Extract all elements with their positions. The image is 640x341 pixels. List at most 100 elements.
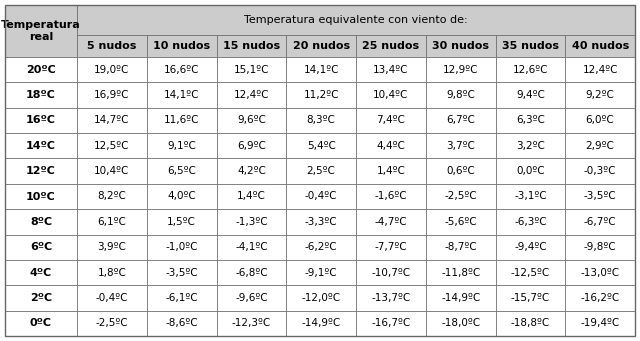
Text: -3,5ºC: -3,5ºC: [584, 192, 616, 202]
Bar: [565, 83, 635, 108]
Text: -2,5ºC: -2,5ºC: [95, 318, 128, 328]
Text: -3,1ºC: -3,1ºC: [514, 192, 547, 202]
Bar: [356, 108, 426, 133]
Bar: [495, 83, 565, 108]
Text: 4,4ºC: 4,4ºC: [376, 141, 405, 151]
Text: Temperatura equivalente con viento de:: Temperatura equivalente con viento de:: [244, 15, 468, 25]
Bar: [216, 35, 286, 57]
Bar: [147, 260, 216, 285]
Bar: [495, 159, 565, 184]
Text: -18,8ºC: -18,8ºC: [511, 318, 550, 328]
Text: 13,4ºC: 13,4ºC: [373, 65, 408, 75]
Text: 8ºC: 8ºC: [30, 217, 52, 227]
Bar: [426, 285, 495, 311]
Bar: [426, 159, 495, 184]
Text: -4,7ºC: -4,7ºC: [374, 217, 407, 227]
Bar: [426, 108, 495, 133]
Text: -12,3ºC: -12,3ºC: [232, 318, 271, 328]
Text: -14,9ºC: -14,9ºC: [301, 318, 340, 328]
Bar: [216, 260, 286, 285]
Text: 12ºC: 12ºC: [26, 166, 56, 176]
Bar: [495, 235, 565, 260]
Text: -11,8ºC: -11,8ºC: [441, 268, 480, 278]
Bar: [495, 35, 565, 57]
Bar: [495, 57, 565, 83]
Text: 6,3ºC: 6,3ºC: [516, 115, 545, 125]
Bar: [147, 35, 216, 57]
Text: 10ºC: 10ºC: [26, 192, 56, 202]
Text: 12,4ºC: 12,4ºC: [582, 65, 618, 75]
Bar: [565, 260, 635, 285]
Bar: [286, 184, 356, 209]
Bar: [147, 209, 216, 235]
Bar: [77, 5, 635, 35]
Text: -4,1ºC: -4,1ºC: [235, 242, 268, 252]
Text: 9,8ºC: 9,8ºC: [446, 90, 475, 100]
Text: 0,6ºC: 0,6ºC: [446, 166, 475, 176]
Bar: [77, 311, 147, 336]
Bar: [426, 311, 495, 336]
Bar: [216, 159, 286, 184]
Text: 3,7ºC: 3,7ºC: [446, 141, 475, 151]
Text: -13,0ºC: -13,0ºC: [580, 268, 620, 278]
Bar: [565, 159, 635, 184]
Text: 0,0ºC: 0,0ºC: [516, 166, 545, 176]
Text: 12,6ºC: 12,6ºC: [513, 65, 548, 75]
Bar: [495, 184, 565, 209]
Text: -12,5ºC: -12,5ºC: [511, 268, 550, 278]
Bar: [5, 209, 77, 235]
Text: -0,3ºC: -0,3ºC: [584, 166, 616, 176]
Bar: [147, 184, 216, 209]
Bar: [77, 235, 147, 260]
Text: -6,8ºC: -6,8ºC: [235, 268, 268, 278]
Text: 12,5ºC: 12,5ºC: [94, 141, 130, 151]
Text: -13,7ºC: -13,7ºC: [371, 293, 410, 303]
Bar: [356, 260, 426, 285]
Bar: [495, 311, 565, 336]
Bar: [216, 184, 286, 209]
Text: -18,0ºC: -18,0ºC: [441, 318, 480, 328]
Text: -2,5ºC: -2,5ºC: [444, 192, 477, 202]
Text: -9,8ºC: -9,8ºC: [584, 242, 616, 252]
Bar: [356, 57, 426, 83]
Bar: [77, 209, 147, 235]
Text: 2ºC: 2ºC: [30, 293, 52, 303]
Bar: [495, 285, 565, 311]
Bar: [216, 285, 286, 311]
Bar: [286, 311, 356, 336]
Bar: [147, 235, 216, 260]
Text: 3,2ºC: 3,2ºC: [516, 141, 545, 151]
Text: -8,6ºC: -8,6ºC: [165, 318, 198, 328]
Bar: [216, 57, 286, 83]
Bar: [426, 133, 495, 159]
Bar: [5, 184, 77, 209]
Bar: [216, 235, 286, 260]
Text: -0,4ºC: -0,4ºC: [305, 192, 337, 202]
Text: -6,1ºC: -6,1ºC: [165, 293, 198, 303]
Bar: [356, 184, 426, 209]
Text: 7,4ºC: 7,4ºC: [376, 115, 405, 125]
Text: -0,4ºC: -0,4ºC: [95, 293, 128, 303]
Text: 8,2ºC: 8,2ºC: [97, 192, 126, 202]
Bar: [216, 209, 286, 235]
Text: 12,9ºC: 12,9ºC: [443, 65, 478, 75]
Bar: [216, 133, 286, 159]
Bar: [426, 209, 495, 235]
Bar: [286, 235, 356, 260]
Text: -14,9ºC: -14,9ºC: [441, 293, 480, 303]
Text: 14ºC: 14ºC: [26, 141, 56, 151]
Text: 6ºC: 6ºC: [30, 242, 52, 252]
Bar: [356, 235, 426, 260]
Text: 5,4ºC: 5,4ºC: [307, 141, 335, 151]
Text: 25 nudos: 25 nudos: [362, 41, 419, 51]
Bar: [5, 159, 77, 184]
Bar: [426, 184, 495, 209]
Text: 16,9ºC: 16,9ºC: [94, 90, 130, 100]
Bar: [77, 133, 147, 159]
Text: -6,3ºC: -6,3ºC: [514, 217, 547, 227]
Text: -19,4ºC: -19,4ºC: [580, 318, 620, 328]
Bar: [495, 133, 565, 159]
Bar: [356, 35, 426, 57]
Text: 18ºC: 18ºC: [26, 90, 56, 100]
Text: 1,5ºC: 1,5ºC: [167, 217, 196, 227]
